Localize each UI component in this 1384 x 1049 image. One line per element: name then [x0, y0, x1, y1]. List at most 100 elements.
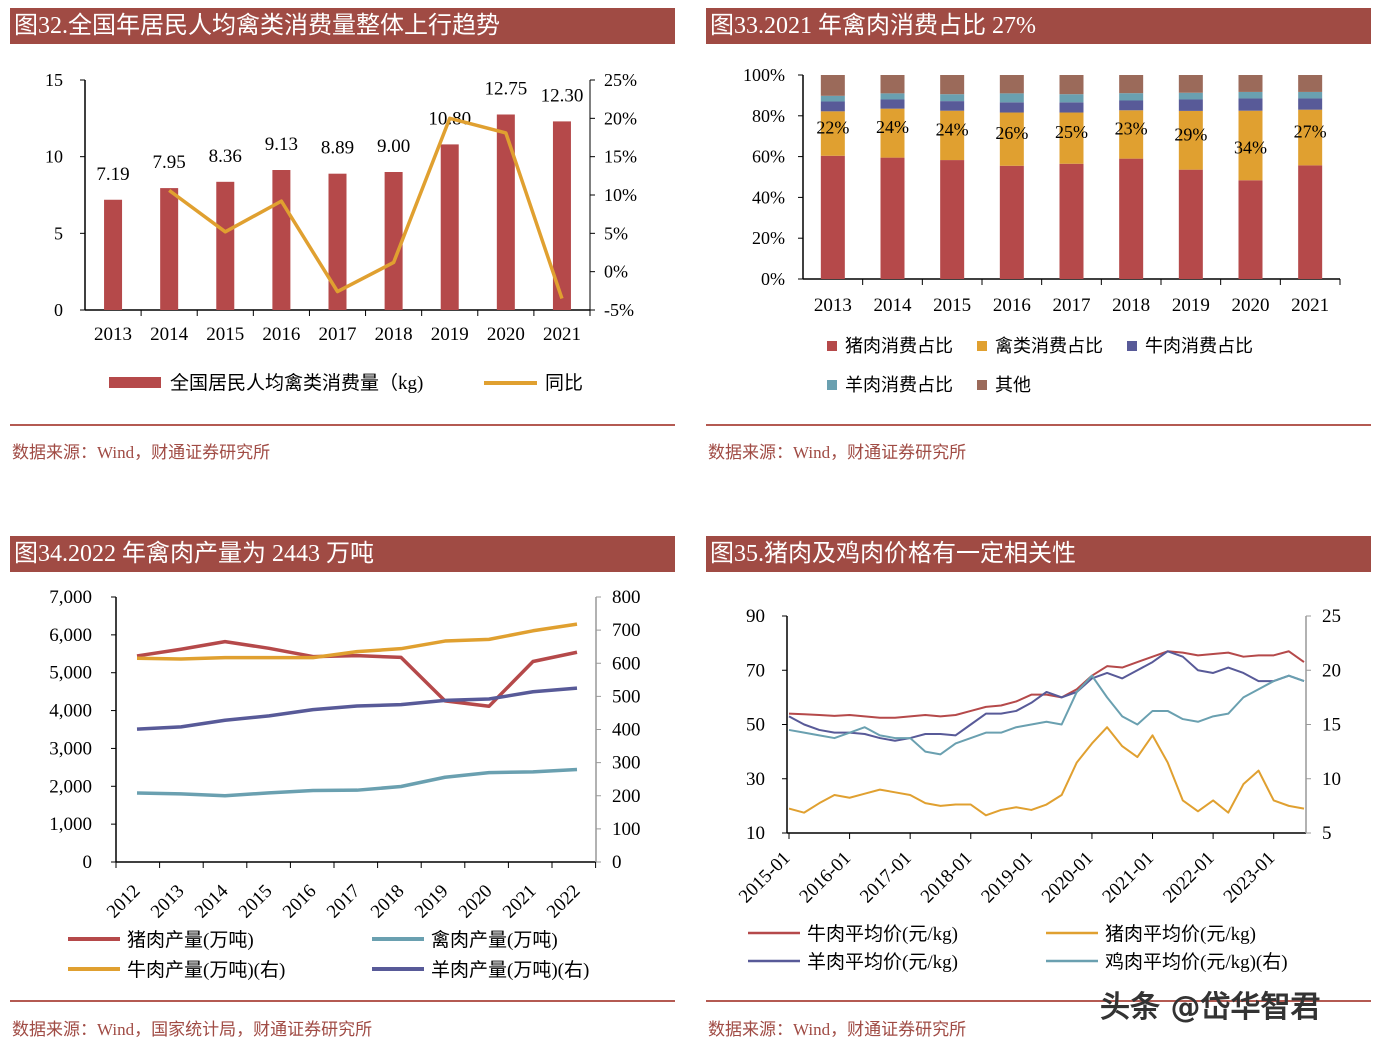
bar-segment	[999, 112, 1024, 166]
y2-tick-label: 300	[612, 753, 641, 774]
y-tick-label: 5	[54, 223, 63, 243]
legend-swatch	[827, 341, 837, 351]
legend-label: 猪肉平均价(元/kg)	[1105, 923, 1256, 945]
y-tick-label: 0%	[761, 269, 785, 289]
bar-segment	[1238, 98, 1263, 111]
x-tick-label: 2015-01	[735, 848, 795, 908]
x-tick-label: 2019	[431, 324, 469, 345]
x-tick-label: 2020-01	[1038, 848, 1098, 908]
series-line	[788, 650, 1305, 719]
legend-label: 猪肉产量(万吨)	[127, 929, 254, 951]
data-label: 24%	[936, 119, 969, 139]
x-tick-label: 2016	[993, 295, 1031, 316]
x-tick-label: 2015	[206, 324, 244, 345]
y-tick-label: 20%	[752, 228, 785, 248]
bar	[496, 114, 515, 310]
source-note: 数据来源：Wind，财通证券研究所	[708, 1020, 967, 1039]
y2-tick-label: 100	[612, 819, 641, 840]
y-tick-label: 6,000	[49, 625, 92, 646]
y-tick-label: 4,000	[49, 701, 92, 722]
bar-segment	[1119, 100, 1144, 111]
y2-tick-label: 400	[612, 720, 641, 741]
y-tick-label: 100%	[743, 65, 785, 85]
x-tick-label: 2016-01	[795, 848, 855, 908]
bar	[272, 170, 291, 310]
data-label: 12.30	[541, 85, 584, 106]
bar	[328, 173, 347, 310]
bar-segment	[1298, 165, 1323, 279]
chart-title-33: 图33.2021 年禽肉消费占比 27%	[706, 8, 1371, 44]
bar-segment	[1178, 92, 1203, 100]
bar-segment	[1059, 94, 1084, 103]
y2-tick-label: -5%	[604, 300, 634, 320]
x-tick-label: 2020	[1232, 295, 1270, 316]
y2-tick-label: 5%	[604, 223, 628, 243]
data-label: 7.19	[96, 164, 129, 185]
chart-title-32: 图32.全国年居民人均禽类消费量整体上行趋势	[10, 8, 675, 44]
bar-segment	[1298, 109, 1323, 166]
x-tick-label: 2013	[147, 881, 189, 923]
y-tick-label: 10	[45, 147, 63, 167]
bar	[552, 121, 571, 311]
legend-label: 牛肉平均价(元/kg)	[807, 923, 958, 945]
x-tick-label: 2019	[1172, 295, 1210, 316]
legend-label: 羊肉产量(万吨)(右)	[431, 959, 589, 981]
y-tick-label: 2,000	[49, 776, 92, 797]
x-tick-label: 2023-01	[1220, 848, 1280, 908]
x-tick-label: 2018-01	[917, 848, 977, 908]
data-label: 27%	[1294, 122, 1327, 142]
legend-swatch	[1127, 341, 1137, 351]
bar-segment	[1059, 112, 1084, 164]
y-tick-label: 15	[45, 70, 63, 90]
y-tick-label: 30	[746, 769, 765, 790]
y-tick-label: 0	[54, 300, 63, 320]
x-tick-label: 2019-01	[977, 848, 1037, 908]
bar-segment	[1119, 93, 1144, 101]
bar-segment	[999, 165, 1024, 279]
x-tick-label: 2018	[367, 881, 409, 923]
legend-swatch-bar	[109, 377, 161, 388]
bar-segment	[820, 155, 845, 279]
watermark: 头条 @岱华智君	[1100, 990, 1321, 1025]
legend-label: 禽类消费占比	[995, 336, 1103, 356]
x-tick-label: 2014	[150, 324, 189, 345]
x-tick-label: 2015	[933, 295, 971, 316]
source-note: 数据来源：Wind，财通证券研究所	[12, 443, 271, 462]
x-tick-label: 2021-01	[1098, 848, 1158, 908]
bar-segment	[940, 160, 965, 279]
x-tick-label: 2016	[262, 324, 300, 345]
bar	[384, 172, 403, 310]
bar-segment	[1238, 110, 1263, 181]
y-tick-label: 1,000	[49, 814, 92, 835]
x-tick-label: 2021	[543, 324, 581, 345]
y2-tick-label: 800	[612, 587, 641, 608]
x-tick-label: 2017	[1053, 295, 1091, 316]
divider	[706, 424, 1371, 426]
bar-segment	[820, 75, 845, 96]
bar-segment	[880, 99, 905, 109]
x-tick-label: 2017	[319, 324, 357, 345]
bar-segment	[999, 75, 1024, 94]
bar-segment	[999, 93, 1024, 103]
y2-tick-label: 700	[612, 620, 641, 641]
legend-label: 鸡肉平均价(元/kg)(右)	[1105, 951, 1288, 973]
data-label: 25%	[1055, 122, 1088, 142]
legend-label: 全国居民人均禽类消费量（kg)	[170, 372, 423, 394]
series-line	[788, 674, 1305, 756]
x-tick-label: 2019	[411, 881, 453, 923]
series-line	[136, 639, 578, 709]
y-tick-label: 0	[83, 852, 93, 873]
bar-segment	[1059, 75, 1084, 95]
x-tick-label: 2020	[487, 324, 525, 345]
bar-segment	[999, 102, 1024, 113]
x-tick-label: 2016	[279, 881, 321, 923]
bar-segment	[1298, 98, 1323, 110]
x-tick-label: 2022-01	[1159, 848, 1219, 908]
bar-segment	[1119, 110, 1144, 159]
x-tick-label: 2021	[499, 881, 541, 923]
bar-segment	[1238, 91, 1263, 99]
source-note: 数据来源：Wind，财通证券研究所	[708, 443, 967, 462]
x-tick-label: 2014	[191, 880, 233, 922]
legend-label: 同比	[545, 372, 583, 394]
